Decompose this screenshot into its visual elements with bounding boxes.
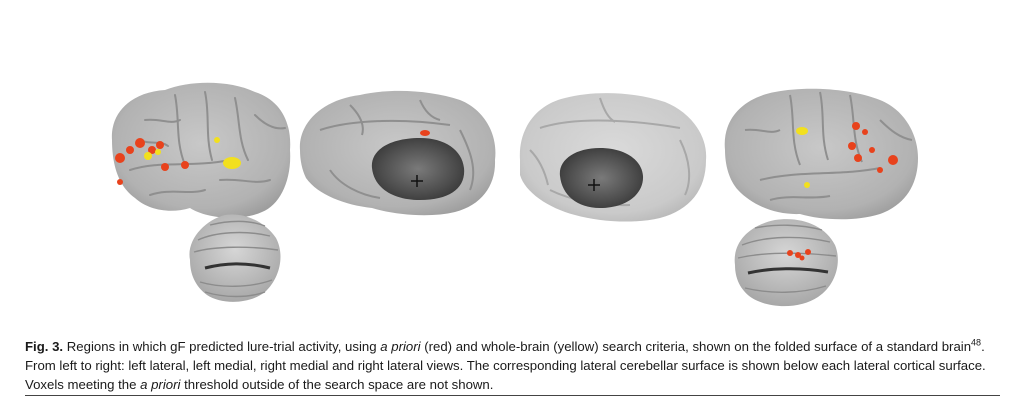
right-medial-wall bbox=[559, 148, 644, 208]
left-medial-view bbox=[299, 90, 496, 216]
right-cerebellum-folia bbox=[737, 224, 837, 293]
left-lateral-yellow-clusters bbox=[144, 137, 241, 169]
right-medial-view bbox=[519, 93, 707, 222]
left-cerebellum-surface bbox=[189, 214, 281, 302]
left-medial-sulci bbox=[319, 99, 475, 199]
left-lateral-red-clusters bbox=[115, 138, 189, 185]
caption-reference: 48 bbox=[971, 337, 982, 348]
left-cerebellum-fissure bbox=[204, 262, 271, 270]
right-lateral-red-clusters bbox=[848, 122, 898, 173]
left-medial-wall bbox=[371, 138, 465, 200]
figure-label: Fig. 3. bbox=[25, 339, 64, 355]
brain-figure bbox=[111, 82, 918, 307]
caption-text-1: Regions in which gF predicted lure-trial… bbox=[63, 339, 381, 355]
left-lateral-view bbox=[111, 82, 291, 218]
caption-text-3: . From left to right: left lateral, left… bbox=[25, 339, 986, 393]
right-cerebellum-surface bbox=[734, 219, 838, 307]
caption-text-2: (red) and whole-brain (yellow) search cr… bbox=[420, 339, 972, 355]
figure-caption: Fig. 3. Regions in which gF predicted lu… bbox=[25, 337, 1000, 394]
left-lateral-sulci bbox=[129, 91, 286, 196]
caption-text-4: threshold outside of the search space ar… bbox=[180, 377, 494, 393]
right-cerebellum-red-clusters bbox=[787, 249, 811, 261]
right-medial-crosshair-icon bbox=[588, 179, 600, 191]
left-lateral-cortex bbox=[111, 82, 291, 218]
left-medial-red-clusters bbox=[420, 130, 430, 136]
right-lateral-yellow-clusters bbox=[796, 127, 810, 188]
bottom-rule bbox=[25, 395, 1000, 396]
caption-emphasis-2: a priori bbox=[140, 377, 181, 393]
left-cerebellum-folia bbox=[193, 220, 279, 298]
caption-emphasis-1: a priori bbox=[380, 339, 421, 355]
right-lateral-cortex bbox=[724, 88, 918, 220]
left-cerebellum-view bbox=[189, 214, 281, 302]
right-cerebellum-fissure bbox=[747, 267, 829, 275]
right-cerebellum-view bbox=[734, 219, 838, 307]
left-medial-crosshair-icon bbox=[411, 175, 423, 187]
right-lateral-view bbox=[724, 88, 918, 220]
